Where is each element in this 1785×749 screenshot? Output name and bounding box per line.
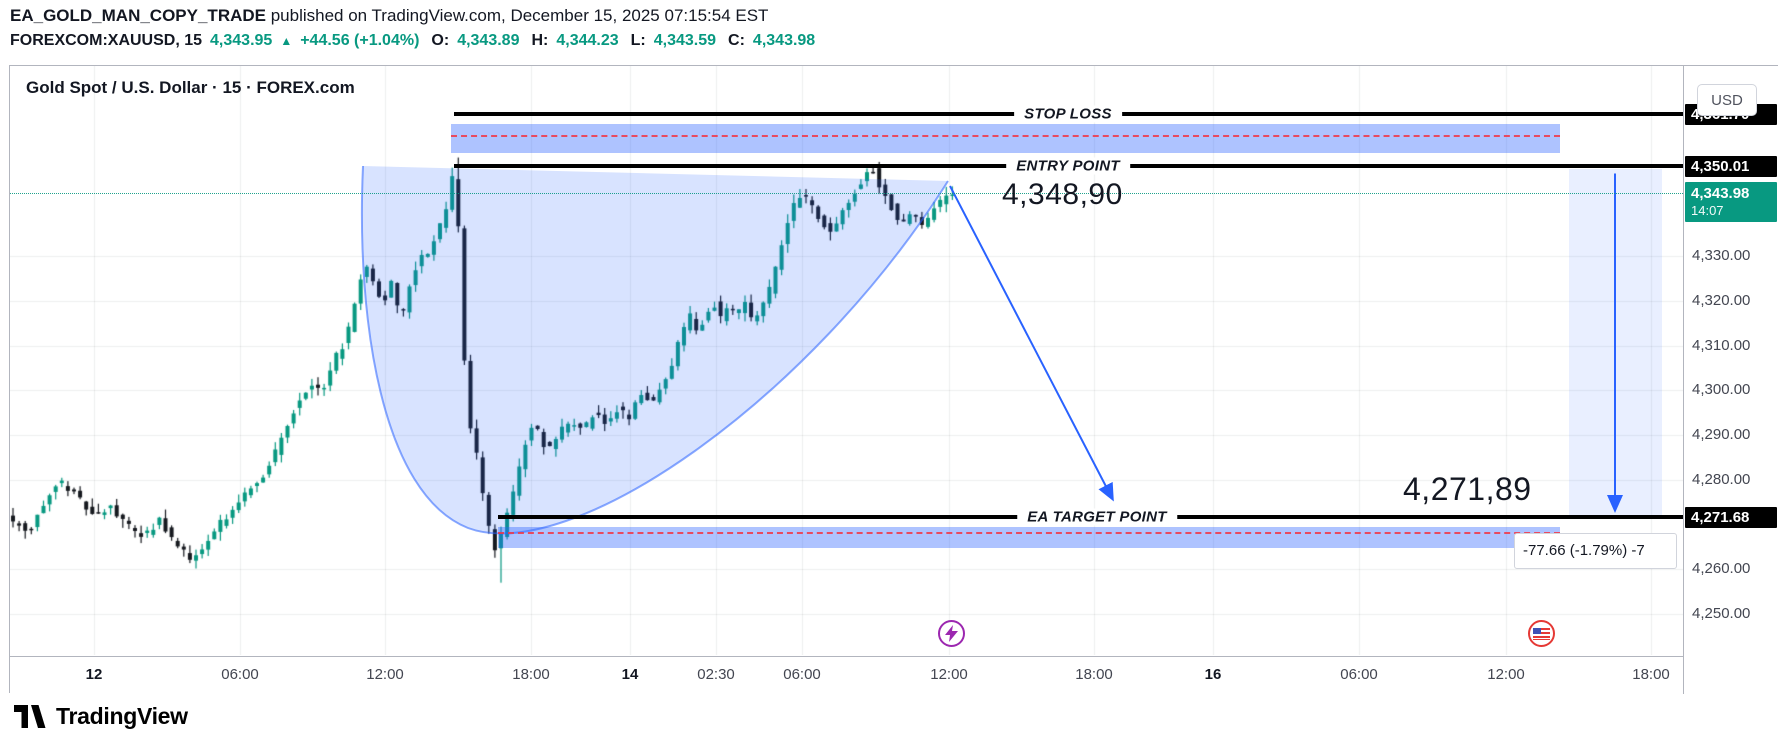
time-scale[interactable]: 12 06:00 12:00 18:00 14 02:30 06:00 12:00 18:00 1…	[10, 656, 1683, 694]
time-axis-label: 16	[1204, 666, 1222, 683]
target-price-note[interactable]: 4,271,89	[1403, 471, 1532, 507]
chart-legend[interactable]: Gold Spot / U.S. Dollar · 15 · FOREX.com	[26, 78, 355, 97]
entry-price-note[interactable]: 4,348,90	[1002, 178, 1123, 211]
time-axis-label: 14	[621, 666, 639, 683]
close-value: 4,343.98	[752, 32, 816, 49]
bar-countdown: 14:07	[1691, 203, 1724, 219]
time-axis-label: 12:00	[930, 666, 968, 683]
target-zone[interactable]	[498, 527, 1560, 549]
publish-info: published on TradingView.com, December 1…	[266, 6, 769, 25]
target-price-badge: 4,271.68	[1685, 506, 1777, 528]
entry-price-badge: 4,350.01	[1685, 156, 1777, 178]
open-value: 4,343.89	[457, 32, 520, 49]
last-price-value: 4,343.95	[210, 32, 273, 49]
close-label: C:	[728, 32, 745, 49]
time-axis-label: 06:00	[1340, 666, 1378, 683]
price-axis-label: 4,260.00	[1692, 560, 1751, 578]
publish-header: EA_GOLD_MAN_COPY_TRADE published on Trad…	[10, 6, 815, 50]
us-flag-icon	[1533, 627, 1550, 640]
high-label: H:	[531, 32, 549, 49]
tradingview-logo-icon[interactable]	[14, 703, 48, 730]
last-price-badge-value: 4,343.98	[1691, 185, 1750, 203]
price-scale[interactable]: 4,361.70 4,350.01 4,271.68 4,343.98 14:0…	[1683, 66, 1779, 694]
publisher-name: EA_GOLD_MAN_COPY_TRADE	[10, 6, 266, 25]
lightning-icon	[945, 625, 958, 642]
tradingview-brand[interactable]: TradingView	[56, 703, 188, 729]
price-change: +44.56 (+1.04%)	[300, 32, 420, 49]
open-label: O:	[431, 32, 450, 49]
price-axis-label: 4,290.00	[1692, 426, 1751, 443]
quote-line: FOREXCOM:XAUUSD, 15 4,343.95 ▲ +44.56 (+…	[10, 32, 815, 50]
measure-tooltip: -77.66 (-1.79%) -7	[1514, 532, 1677, 569]
stop-loss-zone[interactable]	[451, 123, 1560, 154]
entry-label: ENTRY POINT	[1006, 157, 1130, 175]
last-price-badge: 4,343.98 14:07	[1685, 182, 1777, 223]
high-value: 4,344.23	[556, 32, 619, 49]
symbol-name[interactable]: FOREXCOM:XAUUSD, 15	[10, 32, 203, 49]
time-axis-label: 18:00	[1075, 666, 1113, 683]
price-axis-label: 4,300.00	[1692, 381, 1751, 399]
time-axis-label: 02:30	[697, 666, 735, 683]
price-axis-label: 4,320.00	[1692, 291, 1751, 309]
chart-container[interactable]: Gold Spot / U.S. Dollar · 15 · FOREX.com…	[9, 65, 1779, 694]
stop-loss-dashed-line[interactable]	[451, 135, 1560, 138]
time-axis-label: 12	[85, 666, 103, 683]
price-axis-label: 4,250.00	[1692, 605, 1751, 622]
time-axis-label: 06:00	[221, 666, 259, 683]
stop-loss-label: STOP LOSS	[1014, 105, 1122, 123]
time-axis-label: 18:00	[1632, 666, 1670, 683]
economic-event-icon-lightning[interactable]	[938, 620, 965, 647]
time-axis-label: 18:00	[512, 666, 550, 683]
time-axis-label: 12:00	[366, 666, 404, 683]
time-axis-label: 06:00	[783, 666, 821, 683]
price-axis-label: 4,330.00	[1692, 247, 1751, 264]
time-axis-label: 12:00	[1487, 666, 1525, 683]
up-arrow-icon: ▲	[280, 34, 293, 48]
currency-toggle-button[interactable]: USD	[1697, 84, 1757, 116]
target-dashed-line[interactable]	[498, 532, 1560, 535]
low-value: 4,343.59	[653, 32, 717, 49]
price-axis-label: 4,310.00	[1692, 336, 1751, 354]
candlestick-plot[interactable]	[10, 66, 1683, 655]
measure-region[interactable]	[1569, 169, 1662, 517]
target-label: EA TARGET POINT	[1017, 508, 1177, 526]
footer: TradingView	[14, 703, 188, 730]
last-price-line	[10, 193, 1683, 195]
low-label: L:	[630, 32, 646, 49]
publish-title: EA_GOLD_MAN_COPY_TRADE published on Trad…	[10, 6, 815, 26]
economic-event-icon-us-flag[interactable]	[1528, 620, 1555, 647]
price-axis-label: 4,280.00	[1692, 470, 1751, 488]
